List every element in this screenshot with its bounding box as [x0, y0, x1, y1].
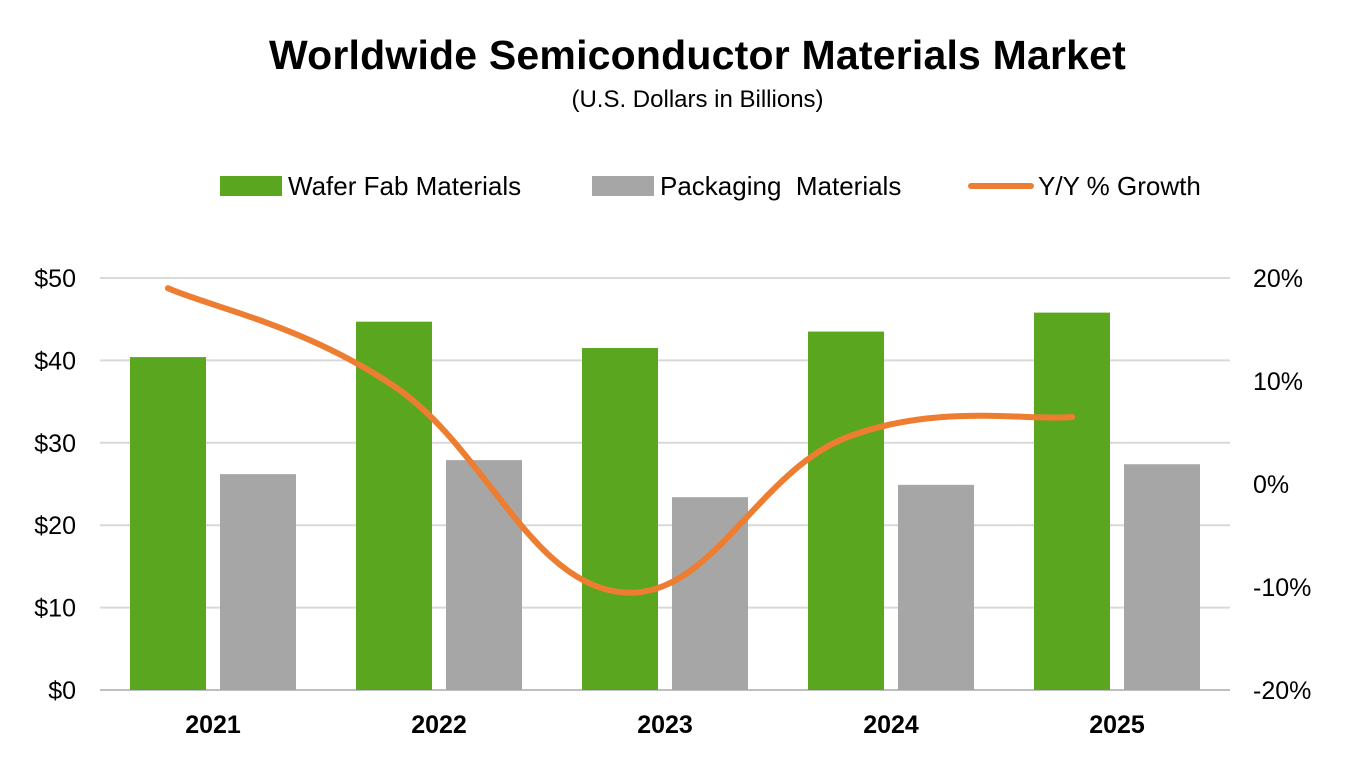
- legend-swatch-wafer-fab: [220, 176, 282, 196]
- point-yy-growth-2022: [391, 383, 397, 390]
- bar-wafer-fab-2025: [1034, 312, 1110, 690]
- x-tick-label: 2021: [185, 711, 241, 739]
- bar-packaging-2022: [446, 460, 522, 690]
- y-right-tick-label: -10%: [1253, 574, 1311, 602]
- point-yy-growth-2021: [165, 285, 171, 292]
- x-tick-label: 2024: [863, 711, 919, 739]
- bar-wafer-fab-2022: [356, 321, 432, 690]
- legend-label-packaging: Packaging Materials: [660, 170, 902, 201]
- y-left-tick-label: $30: [34, 430, 76, 458]
- bar-packaging-2025: [1124, 464, 1200, 690]
- chart-subtitle: (U.S. Dollars in Billions): [571, 86, 824, 113]
- point-yy-growth-2023: [617, 589, 623, 596]
- x-tick-label: 2022: [411, 711, 467, 739]
- legend-swatch-packaging: [592, 176, 654, 196]
- chart-title: Worldwide Semiconductor Materials Market: [268, 32, 1127, 78]
- y-left-tick-label: $40: [34, 347, 76, 375]
- x-tick-label: 2023: [637, 711, 693, 739]
- legend-label-wafer-fab: Wafer Fab Materials: [288, 170, 522, 201]
- y-left-tick-label: $50: [34, 265, 76, 293]
- y-left-tick-label: $10: [34, 595, 76, 623]
- legend: Wafer Fab Materials Packaging Materials …: [0, 168, 1350, 208]
- legend-item-yy-growth: Y/Y % Growth: [968, 168, 1201, 204]
- point-yy-growth-2025: [1069, 414, 1075, 421]
- legend-item-packaging: Packaging Materials: [592, 168, 901, 204]
- y-right-tick-label: -20%: [1253, 677, 1311, 705]
- x-tick-label: 2025: [1089, 711, 1145, 739]
- legend-swatch-yy-growth: [968, 183, 1034, 189]
- y-right-tick-label: 0%: [1253, 471, 1289, 499]
- bar-packaging-2024: [898, 484, 974, 690]
- bar-wafer-fab-2021: [130, 357, 206, 690]
- legend-item-wafer-fab: Wafer Fab Materials: [220, 168, 521, 204]
- legend-label-yy-growth: Y/Y % Growth: [1038, 170, 1201, 201]
- bar-packaging-2021: [220, 474, 296, 690]
- y-right-tick-label: 10%: [1253, 368, 1303, 396]
- y-right-tick-label: 20%: [1253, 265, 1303, 293]
- y-left-tick-label: $0: [48, 677, 76, 705]
- bar-wafer-fab-2024: [808, 331, 884, 690]
- point-yy-growth-2024: [843, 434, 849, 441]
- y-left-tick-label: $20: [34, 512, 76, 540]
- bar-wafer-fab-2023: [582, 348, 658, 690]
